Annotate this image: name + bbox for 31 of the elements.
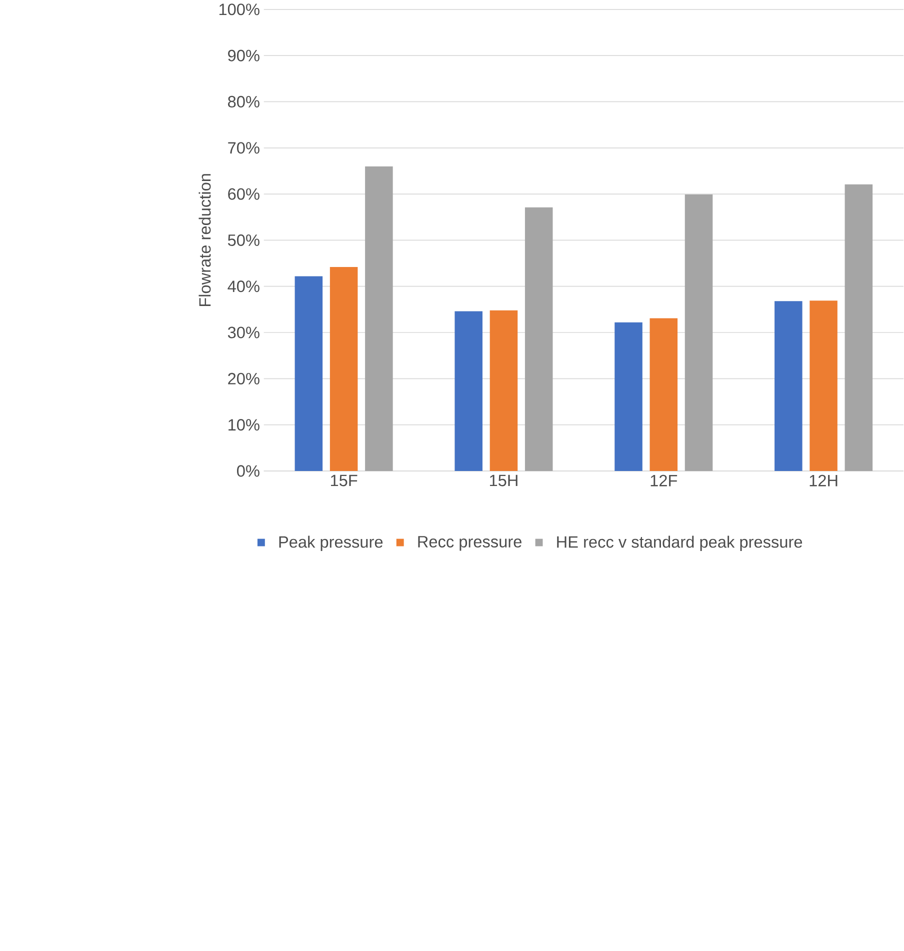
x-tick-label: 15F — [331, 474, 358, 486]
y-tick-label: 90% — [228, 50, 260, 62]
y-tick-label: 60% — [228, 188, 260, 200]
x-tick-label: 12F — [650, 474, 678, 486]
y-tick-label: 100% — [220, 4, 260, 16]
legend-label: HE recc v standard peak pressure — [557, 536, 802, 551]
bar — [330, 266, 358, 471]
bar — [774, 301, 802, 471]
y-tick-label: 20% — [228, 372, 260, 384]
bar — [810, 300, 838, 471]
bar — [294, 276, 323, 471]
y-tick-label: 10% — [228, 419, 260, 431]
y-tick-label: 40% — [228, 280, 260, 292]
legend-label: Recc pressure — [418, 536, 522, 551]
y-axis-title: Flowrate reduction — [198, 174, 211, 306]
x-tick-label: 12H — [810, 474, 838, 486]
y-tick-label: 30% — [228, 326, 260, 338]
bar — [525, 207, 553, 471]
bar — [684, 194, 713, 471]
bar — [844, 184, 873, 471]
legend-label: Peak pressure — [279, 536, 383, 551]
bar — [650, 318, 678, 471]
bar — [454, 311, 483, 471]
bar — [490, 310, 518, 471]
y-tick-label: 80% — [228, 96, 260, 108]
bar — [365, 166, 393, 471]
y-tick-label: 0% — [237, 465, 260, 477]
bar — [614, 322, 642, 471]
x-tick-label: 15H — [490, 474, 518, 486]
y-tick-label: 50% — [228, 234, 260, 246]
y-tick-label: 70% — [228, 142, 260, 154]
